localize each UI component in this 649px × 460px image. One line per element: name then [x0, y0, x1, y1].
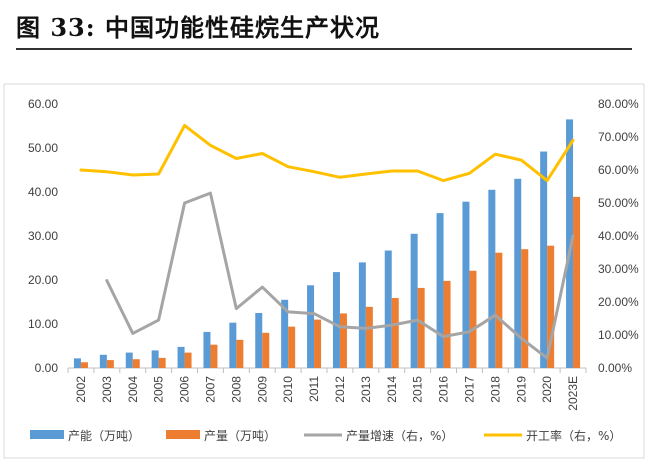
x-axis-tick-label: 2014 — [385, 376, 399, 403]
capacity-bar — [358, 262, 366, 368]
output-bar — [210, 344, 218, 368]
x-axis-tick-label: 2009 — [255, 376, 269, 403]
line-series — [79, 124, 575, 360]
output-bar — [547, 245, 555, 368]
output-bar — [443, 280, 451, 368]
capacity-bar — [229, 322, 237, 368]
output-bar — [262, 332, 270, 368]
output-bar — [106, 360, 114, 368]
output-bar — [80, 362, 88, 368]
left-axis-ticks: 0.00 10.00 20.00 30.00 40.00 50.00 60.00 — [28, 97, 58, 375]
capacity-bar — [255, 313, 263, 368]
x-axis-tick-label: 2015 — [411, 376, 425, 403]
capacity-bar — [514, 178, 522, 368]
capacity-bar — [99, 354, 107, 368]
right-axis-tick-label: 50.00% — [598, 196, 639, 210]
capacity-bar — [203, 331, 211, 368]
x-axis-tick-label: 2003 — [100, 376, 114, 403]
legend-label: 产量增速（右，%） — [346, 428, 453, 443]
x-axis-tick-label: 2016 — [437, 376, 451, 403]
plot-frame — [3, 83, 645, 459]
x-axis-tick-label: 2002 — [74, 376, 88, 403]
title-divider — [16, 48, 632, 50]
left-axis-tick-label: 0.00 — [35, 361, 59, 375]
right-axis-tick-label: 70.00% — [598, 130, 639, 144]
capacity-bar — [540, 151, 548, 368]
output-bar — [495, 252, 503, 368]
bar-series — [73, 119, 581, 369]
output-bar — [158, 357, 166, 368]
output-bar — [521, 249, 529, 368]
right-axis-tick-label: 60.00% — [598, 163, 639, 177]
legend-label: 产能（万吨） — [68, 429, 140, 443]
left-axis-tick-label: 10.00 — [28, 317, 58, 331]
right-axis-tick-label: 0.00% — [598, 361, 632, 375]
right-axis-tick-label: 80.00% — [598, 97, 639, 111]
left-axis-tick-label: 20.00 — [28, 273, 58, 287]
right-axis-tick-label: 20.00% — [598, 295, 639, 309]
x-axis-tick-label: 2005 — [152, 376, 166, 403]
chart-legend: 产能（万吨） 产量（万吨） 产量增速（右，%） 开工率（右，%） — [30, 428, 621, 443]
legend-label: 产量（万吨） — [204, 429, 276, 443]
output-growth-line — [105, 191, 575, 360]
x-axis-tick-label: 2019 — [514, 376, 528, 403]
output-bar — [184, 352, 192, 368]
x-axis-tick-label: 2010 — [281, 376, 295, 403]
figure-title: 图 33: 中国功能性硅烷生产状况 — [16, 13, 380, 42]
capacity-bar — [125, 352, 133, 368]
right-axis-tick-label: 30.00% — [598, 262, 639, 276]
capacity-bar — [488, 189, 496, 368]
legend-label: 开工率（右，%） — [526, 428, 621, 443]
right-axis-tick-label: 40.00% — [598, 229, 639, 243]
x-axis-tick-label: 2023E — [566, 376, 580, 411]
legend-swatch — [30, 430, 64, 439]
x-axis-tick-label: 2006 — [178, 376, 192, 403]
x-axis-tick-label: 2008 — [229, 376, 243, 403]
capacity-bar — [151, 350, 159, 368]
capacity-bar — [436, 213, 444, 368]
x-axis-tick-label: 2013 — [359, 376, 373, 403]
legend-swatch — [166, 430, 200, 439]
left-axis-tick-label: 30.00 — [28, 229, 58, 243]
right-axis-tick-label: 10.00% — [598, 328, 639, 342]
capacity-bar — [410, 233, 418, 368]
capacity-bar — [281, 299, 289, 368]
right-axis-ticks: 0.00% 10.00% 20.00% 30.00% 40.00% 50.00% 60.00… — [598, 97, 639, 375]
output-bar — [469, 270, 477, 368]
x-axis-tick-label: 2012 — [333, 376, 347, 403]
x-axis-tick-label: 2020 — [540, 376, 554, 403]
x-axis-tick-label: 2007 — [203, 376, 217, 403]
capacity-bar — [566, 119, 574, 369]
output-bar — [339, 313, 347, 368]
output-bar — [417, 287, 425, 368]
left-axis-tick-label: 60.00 — [28, 97, 58, 111]
output-bar — [573, 196, 581, 368]
output-bar — [391, 298, 399, 368]
left-axis-tick-label: 40.00 — [28, 185, 58, 199]
output-bar — [236, 339, 244, 368]
x-axis-tick-label: 2011 — [307, 376, 321, 402]
x-axis-tick-label: 2017 — [462, 376, 476, 403]
capacity-bar — [462, 201, 470, 368]
output-bar — [365, 306, 373, 368]
left-axis-tick-label: 50.00 — [28, 141, 58, 155]
x-axis-tick-label: 2018 — [488, 376, 502, 403]
capacity-bar — [307, 285, 315, 368]
output-bar — [132, 359, 140, 368]
capacity-bar — [177, 346, 185, 368]
capacity-bar — [384, 250, 392, 368]
x-axis-ticks: 2002 2003 2004 2005 2006 2007 2008 2009 2010 2011… — [67, 368, 587, 411]
capacity-bar — [332, 272, 340, 368]
output-bar — [314, 319, 322, 368]
capacity-bar — [73, 358, 81, 368]
utilization-rate-line — [79, 124, 575, 183]
output-bar — [288, 326, 296, 368]
x-axis-tick-label: 2004 — [126, 376, 140, 403]
